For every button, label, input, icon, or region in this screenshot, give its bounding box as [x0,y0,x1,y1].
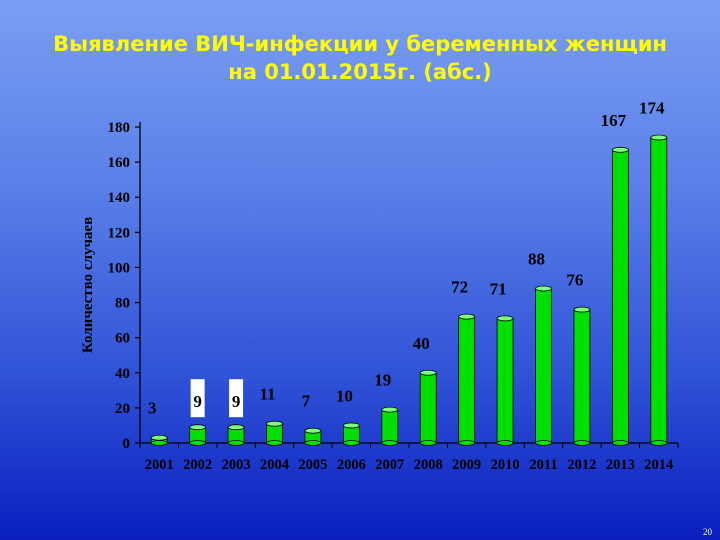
bar-base [535,440,552,446]
bar-body [381,409,399,444]
x-tick-label: 2001 [145,457,174,473]
bar-2012 [573,306,591,446]
bar-2013 [611,146,629,446]
data-label: 7 [302,392,311,411]
bar-top [573,306,591,313]
x-tick-label: 2014 [644,457,673,473]
bar-base [150,440,168,446]
bar-top [189,424,207,431]
bar-2001 [150,434,168,446]
y-tick-label: 100 [108,260,131,276]
data-label: 40 [413,334,430,353]
bar-2004 [266,420,283,446]
bar-base [650,440,668,446]
bar-base [189,440,207,446]
data-label: 10 [336,386,353,405]
y-tick-label: 140 [108,190,131,206]
bar-top [150,434,168,441]
bar-base [458,440,476,446]
bar-base [573,440,591,446]
data-label: 71 [490,279,507,298]
y-tick-label: 80 [115,296,130,312]
bar-base [381,440,399,446]
bar-body [650,137,668,444]
y-tick-label: 60 [115,331,130,347]
bar-top [419,369,437,376]
bar-top [304,427,322,434]
data-label-box [190,379,205,418]
data-label: 72 [451,278,468,297]
page-number: 20 [703,527,712,537]
slide-title-line2: на 01.01.2015г. (абс.) [228,60,492,84]
bar-base [227,440,245,446]
x-tick-label: 2002 [183,457,212,473]
bar-top [535,285,552,292]
x-tick-label: 2013 [606,457,635,473]
x-tick-label: 2007 [375,457,404,473]
bar-2002 [189,424,207,446]
bar-top [458,313,476,320]
y-tick-label: 180 [108,120,131,136]
data-label-box [229,379,244,418]
data-label: 11 [259,385,275,404]
bar-body [573,309,591,444]
bar-2005 [304,427,322,446]
bar-2009 [458,313,476,446]
y-tick-label: 120 [108,225,131,241]
bar-2006 [342,422,360,446]
data-label: 167 [601,111,627,130]
data-label: 19 [374,371,391,390]
bar-body [419,372,437,444]
y-tick-label: 40 [115,366,130,382]
bar-2003 [227,424,245,446]
bar-base [496,440,514,446]
bar-top [381,406,399,413]
data-label: 174 [639,99,665,118]
data-label: 3 [148,399,157,418]
bar-top [650,134,668,141]
bar-body [496,317,514,444]
slide-title-line1: Выявление ВИЧ-инфекции у беременных женщ… [53,32,667,56]
bar-body [535,288,552,444]
bar-2007 [381,406,399,446]
bar-base [342,440,360,446]
bar-top [266,420,283,427]
slide-title: Выявление ВИЧ-инфекции у беременных женщ… [0,30,720,86]
bar-top [496,315,514,322]
x-tick-label: 2005 [298,457,327,473]
x-tick-label: 2010 [491,457,520,473]
bar-top [611,146,629,153]
bar-2008 [419,369,437,446]
x-tick-label: 2011 [529,457,557,473]
bar-2014 [650,134,668,446]
data-label: 76 [566,271,583,290]
data-label: 9 [193,392,202,411]
y-tick-label: 20 [115,401,130,417]
y-tick-label: 0 [123,436,131,452]
bar-body [611,149,629,444]
bar-base [304,440,322,446]
x-tick-label: 2008 [414,457,443,473]
data-label: 88 [528,250,545,269]
bar-base [419,440,437,446]
x-tick-label: 2004 [260,457,289,473]
bar-body [458,316,476,444]
bar-base [611,440,629,446]
bar-top [227,424,245,431]
y-tick-label: 160 [108,155,131,171]
bar-top [342,422,360,429]
bar-2010 [496,315,514,446]
x-tick-label: 2009 [452,457,481,473]
x-tick-label: 2006 [337,457,366,473]
bar-2011 [535,285,552,446]
data-label: 9 [232,392,241,411]
x-tick-label: 2003 [222,457,251,473]
y-axis-label: Количество случаев [80,217,96,353]
bar-base [266,440,283,446]
x-tick-label: 2012 [567,457,596,473]
